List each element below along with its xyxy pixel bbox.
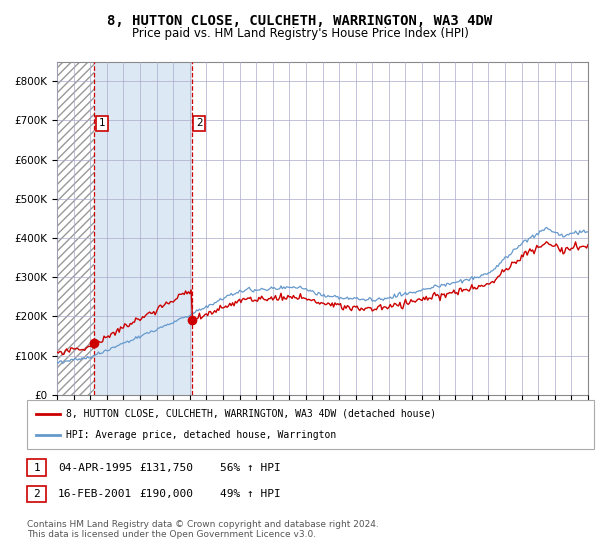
Text: 8, HUTTON CLOSE, CULCHETH, WARRINGTON, WA3 4DW: 8, HUTTON CLOSE, CULCHETH, WARRINGTON, W… [107,14,493,28]
Text: 49% ↑ HPI: 49% ↑ HPI [220,489,281,499]
Text: 1: 1 [33,463,40,473]
Text: Price paid vs. HM Land Registry's House Price Index (HPI): Price paid vs. HM Land Registry's House … [131,27,469,40]
Text: 1: 1 [98,118,105,128]
Text: £190,000: £190,000 [139,489,193,499]
Text: HPI: Average price, detached house, Warrington: HPI: Average price, detached house, Warr… [66,430,336,440]
Bar [94,62,192,395]
Text: 2: 2 [196,118,203,128]
Text: 8, HUTTON CLOSE, CULCHETH, WARRINGTON, WA3 4DW (detached house): 8, HUTTON CLOSE, CULCHETH, WARRINGTON, W… [66,409,436,419]
Text: 16-FEB-2001: 16-FEB-2001 [58,489,133,499]
Text: £131,750: £131,750 [139,463,193,473]
Text: 04-APR-1995: 04-APR-1995 [58,463,133,473]
Text: 56% ↑ HPI: 56% ↑ HPI [220,463,281,473]
Text: Contains HM Land Registry data © Crown copyright and database right 2024.
This d: Contains HM Land Registry data © Crown c… [27,520,379,539]
Bar [57,62,94,395]
Text: 2: 2 [33,489,40,499]
